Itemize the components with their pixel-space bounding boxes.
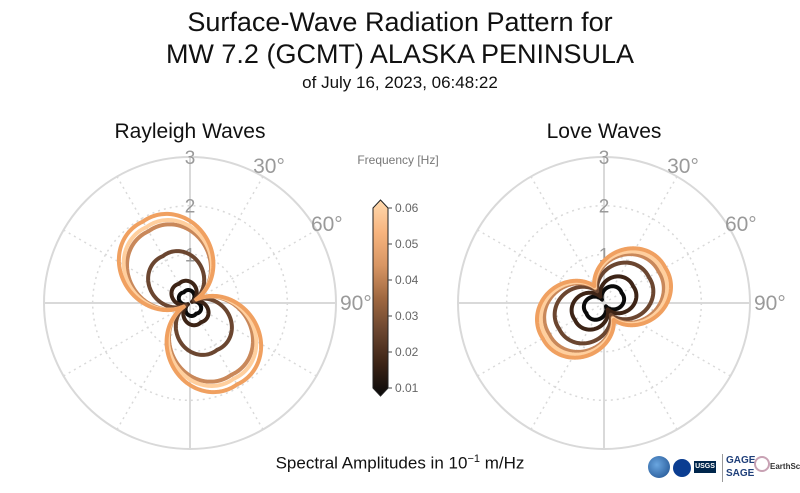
polar-spoke	[189, 302, 264, 430]
earthscope-mark-icon	[754, 456, 770, 472]
polar-spoke	[477, 229, 605, 304]
radial-tick-label: 3	[185, 148, 196, 169]
colorbar-body	[372, 199, 389, 397]
radial-tick-label: 1	[599, 245, 610, 266]
radial-tick-label: 2	[599, 197, 610, 218]
nasa-logo-icon	[673, 459, 691, 477]
sponsor-logos: USGS GAGE SAGE EarthScope	[648, 452, 800, 486]
polar-plot-title: Love Waves	[547, 120, 662, 143]
colorbar-tick-label: 0.01	[395, 381, 419, 395]
angle-tick-label: 30°	[667, 155, 699, 178]
nsf-logo-icon	[648, 456, 670, 478]
polar-spoke	[116, 176, 191, 304]
rayleigh-polar-plot: 123 30°60°90°Rayleigh Waves	[43, 120, 372, 450]
polar-spoke	[530, 302, 605, 430]
radiation-curve	[552, 260, 656, 346]
angle-tick-label: 30°	[253, 155, 285, 178]
chart-title-line2: MW 7.2 (GCMT) ALASKA PENINSULA	[165, 39, 635, 69]
gage-text: GAGE	[726, 455, 756, 466]
amplitude-label-text: Spectral Amplitudes in 10	[275, 453, 468, 473]
polar-spoke	[603, 302, 731, 377]
polar-spoke	[477, 302, 605, 377]
angle-tick-label: 90°	[340, 292, 372, 315]
angle-tick-label: 90°	[754, 292, 786, 315]
radiation-curve	[569, 274, 639, 332]
gage-sage-logo: GAGE SAGE	[722, 454, 756, 482]
amplitude-exponent: −1	[467, 453, 480, 465]
colorbar-tick-label: 0.04	[395, 273, 419, 287]
polar-spoke	[603, 176, 678, 304]
colorbar-tick-label: 0.02	[395, 345, 419, 359]
angle-tick-label: 60°	[725, 213, 757, 236]
polar-spoke	[603, 229, 731, 304]
angle-tick-label: 60°	[311, 213, 343, 236]
polar-spoke	[603, 302, 678, 430]
radial-tick-label: 3	[599, 148, 610, 169]
colorbar-tick-label: 0.06	[395, 201, 419, 215]
amplitude-units-label: Spectral Amplitudes in 10−1 m/Hz	[0, 453, 800, 474]
polar-spoke	[63, 302, 191, 377]
colorbar-tick-label: 0.05	[395, 237, 419, 251]
polar-spoke	[530, 176, 605, 304]
polar-spoke	[189, 229, 317, 304]
radial-tick-label: 2	[185, 197, 196, 218]
radiation-curve	[581, 284, 627, 322]
colorbar-tick-label: 0.03	[395, 309, 419, 323]
radiation-curve	[169, 278, 211, 328]
radiation-curve	[116, 211, 264, 395]
usgs-logo: USGS	[694, 461, 716, 473]
chart-title-line1: Surface-Wave Radiation Pattern for	[187, 7, 613, 37]
earthscope-logo-text: EarthScope	[770, 462, 800, 471]
amplitude-unit: m/Hz	[484, 453, 525, 473]
radiation-curve	[146, 249, 234, 357]
love-polar-plot: 1 2 3 30° 60° 90° Love Waves	[457, 120, 786, 450]
colorbar: Frequency [Hz] 0.06 0.05 0.04 0.03 0.02 0.01	[357, 153, 439, 397]
radiation-curve	[535, 246, 673, 360]
colorbar-label: Frequency [Hz]	[357, 153, 438, 167]
chart-title-date: of July 16, 2023, 06:48:22	[302, 73, 498, 92]
polar-plot-title: Rayleigh Waves	[115, 120, 266, 143]
sage-text: SAGE	[726, 468, 755, 479]
